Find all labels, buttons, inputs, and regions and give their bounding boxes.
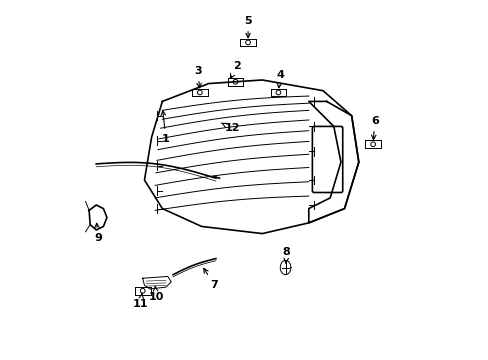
Text: 1: 1 — [161, 111, 169, 144]
Text: 11: 11 — [132, 294, 148, 309]
Text: 9: 9 — [94, 223, 102, 243]
Text: 10: 10 — [148, 286, 163, 302]
Text: 5: 5 — [244, 16, 251, 38]
FancyBboxPatch shape — [312, 126, 342, 193]
Polygon shape — [142, 276, 171, 289]
Text: 2: 2 — [230, 61, 241, 78]
Text: 4: 4 — [276, 69, 284, 88]
Text: 8: 8 — [282, 247, 290, 263]
Text: 3: 3 — [194, 66, 202, 88]
Text: 7: 7 — [203, 269, 218, 290]
Text: 12: 12 — [221, 123, 239, 133]
Text: 6: 6 — [370, 116, 378, 140]
